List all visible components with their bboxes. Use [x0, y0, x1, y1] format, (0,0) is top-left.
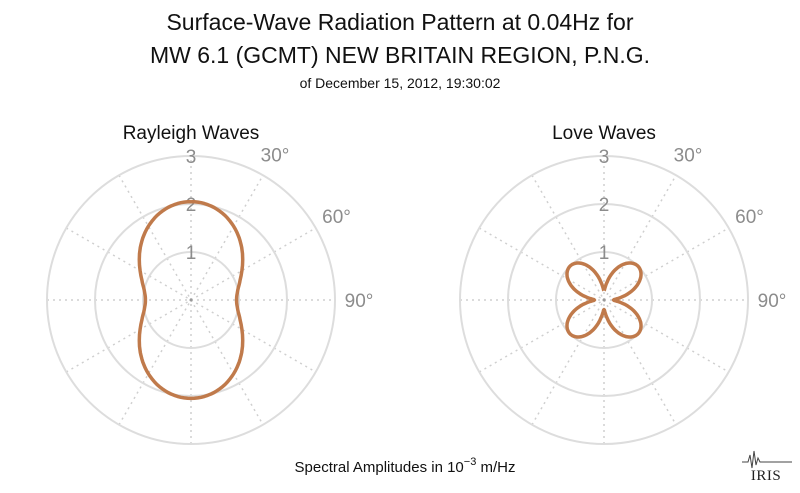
radial-tick-label: 3 — [186, 147, 197, 168]
radial-tick-label: 3 — [599, 147, 610, 168]
chart-subtitle: of December 15, 2012, 19:30:02 — [300, 75, 501, 91]
iris-logo-text: IRIS — [751, 468, 781, 484]
radial-tick-label: 2 — [599, 195, 610, 216]
radial-tick-label: 1 — [186, 243, 197, 264]
chart-title-line2: MW 6.1 (GCMT) NEW BRITAIN REGION, P.N.G. — [150, 42, 650, 68]
radial-grid-ring — [459, 155, 749, 445]
radial-grid-ring — [46, 155, 336, 445]
angle-tick-label: 60° — [735, 207, 764, 228]
love-panel: Love Waves 1 2 3 30° 60° 90° — [459, 123, 787, 445]
angle-tick-label: 90° — [758, 291, 787, 312]
amplitude-units-label: Spectral Amplitudes in 10−3 m/Hz — [295, 456, 516, 476]
panel-title: Love Waves — [552, 123, 656, 144]
polar-origin — [189, 298, 193, 302]
radiation-pattern-line — [137, 199, 245, 401]
angle-tick-label: 30° — [261, 146, 290, 167]
angle-tick-label: 60° — [322, 207, 351, 228]
angle-tick-label: 90° — [345, 291, 374, 312]
chart-title-line1: Surface-Wave Radiation Pattern at 0.04Hz… — [166, 9, 633, 35]
radial-grid-ring — [507, 203, 701, 397]
panel-title: Rayleigh Waves — [123, 123, 260, 144]
radial-grid-ring — [94, 203, 288, 397]
angle-tick-label: 30° — [674, 146, 703, 167]
radial-grid-ring — [142, 251, 240, 349]
radial-tick-label: 2 — [186, 195, 197, 216]
radial-tick-label: 1 — [599, 243, 610, 264]
polar-origin — [602, 298, 606, 302]
radial-grid-ring — [555, 251, 653, 349]
iris-logo: IRIS — [742, 450, 792, 484]
rayleigh-panel: Rayleigh Waves 1 2 3 30° 60° 90° — [46, 123, 374, 445]
radiation-pattern-line — [565, 261, 643, 339]
